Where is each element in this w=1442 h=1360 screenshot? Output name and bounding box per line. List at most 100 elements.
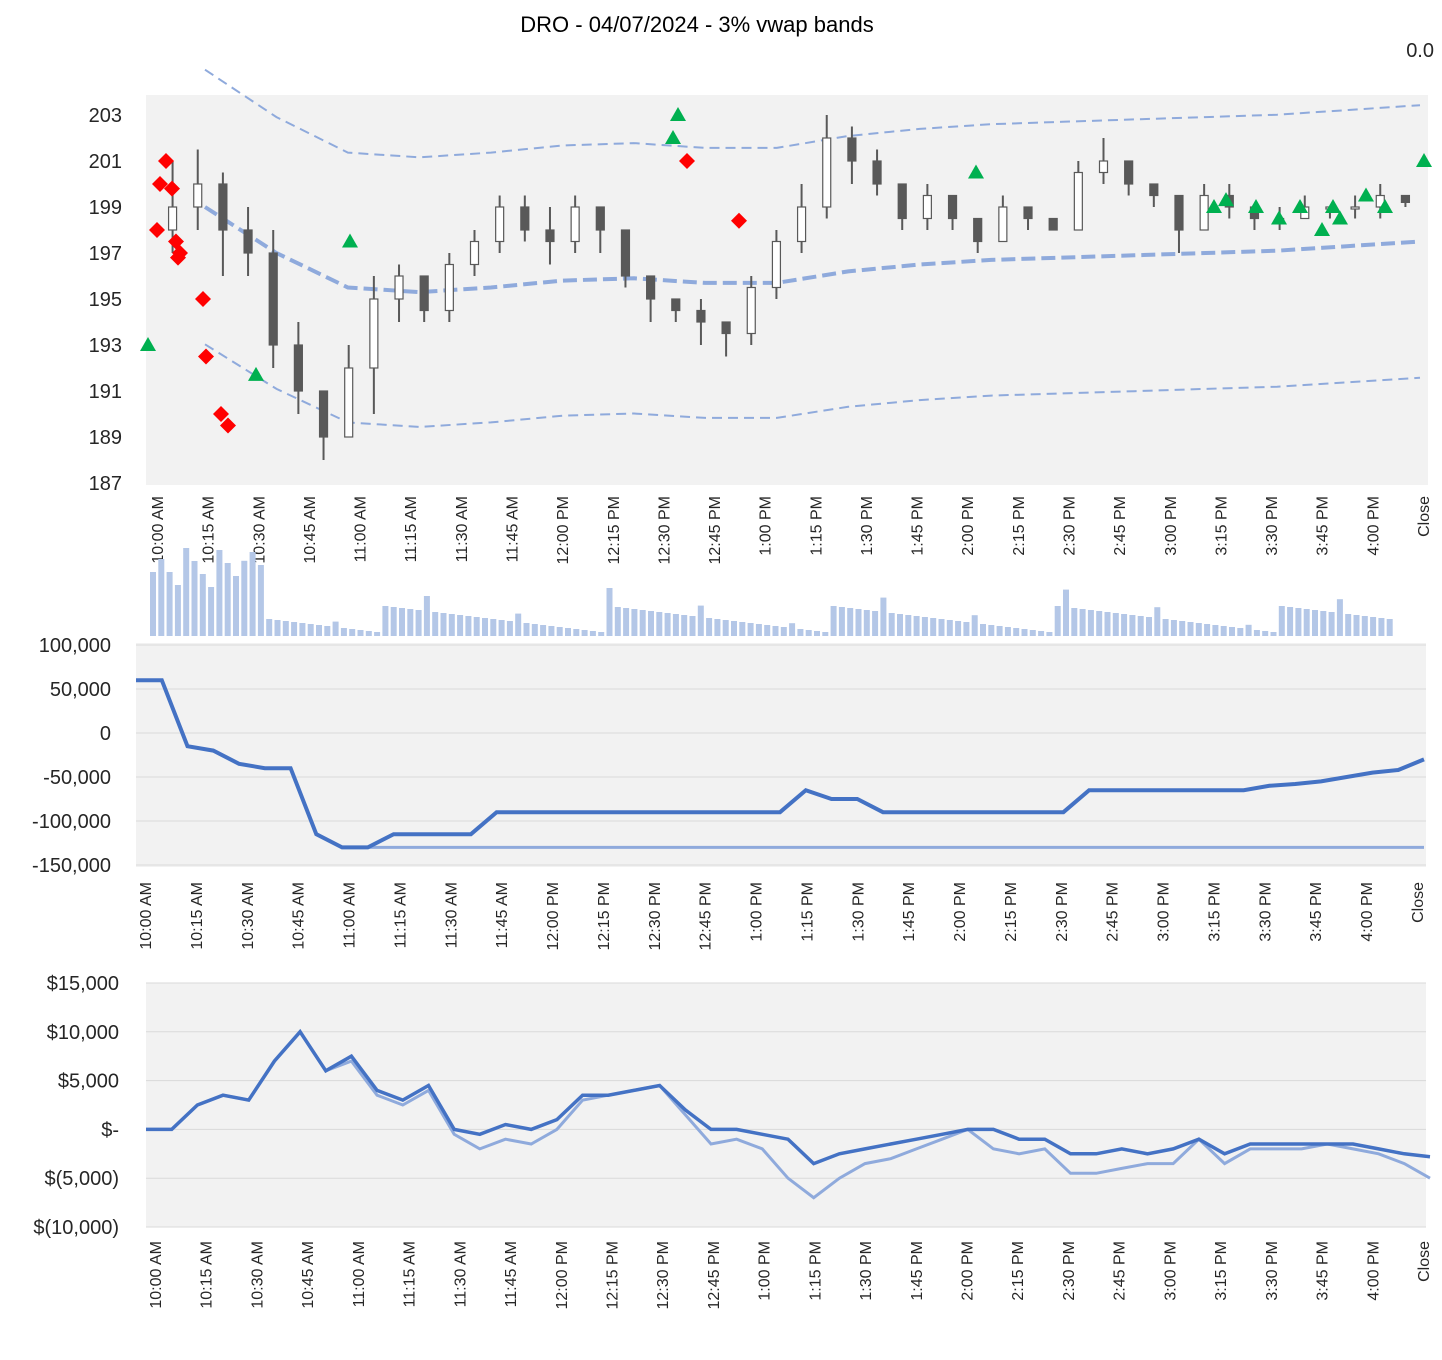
volume-bar — [1021, 629, 1028, 636]
position-x-tick: 12:45 PM — [698, 882, 715, 950]
price-x-tick: 12:30 PM — [656, 496, 673, 564]
price-y-tick: 191 — [89, 381, 122, 403]
pnl-x-tick: 3:00 PM — [1162, 1241, 1179, 1301]
volume-bar — [506, 621, 513, 636]
position-x-tick: 2:30 PM — [1054, 882, 1071, 942]
candle-body — [318, 390, 329, 438]
candle-body — [973, 217, 983, 243]
price-y-tick: 203 — [89, 105, 122, 127]
candle-body — [520, 206, 530, 231]
position-y-tick: 100,000 — [39, 635, 111, 657]
price-y-tick: 187 — [89, 473, 122, 495]
pnl-y-tick: $15,000 — [47, 973, 119, 995]
pnl-x-tick: 10:15 AM — [199, 1241, 216, 1309]
candle-body — [394, 275, 404, 300]
price-y-tick: 189 — [89, 427, 122, 449]
position-plot-area — [136, 643, 1426, 867]
volume-bar — [1104, 612, 1111, 636]
price-x-tick: 12:45 PM — [707, 496, 724, 564]
volume-bar — [158, 559, 165, 636]
candle-body — [1124, 160, 1134, 185]
volume-bar — [1071, 608, 1078, 636]
candle-body — [696, 309, 706, 323]
volume-bar — [830, 606, 837, 636]
price-x-tick: 10:00 AM — [150, 496, 167, 564]
pnl-x-tick: 1:15 PM — [807, 1241, 824, 1301]
candle-body — [595, 206, 605, 231]
candle-body — [570, 206, 580, 243]
volume-bar — [731, 621, 737, 636]
volume-bar — [1270, 632, 1277, 636]
pnl-y-tick: $(10,000) — [33, 1217, 119, 1239]
pnl-line — [146, 1028, 1431, 1166]
volume-bar — [1278, 606, 1285, 636]
price-x-tick: 1:45 PM — [910, 496, 927, 556]
price-x-tick: 10:30 AM — [251, 496, 268, 564]
position-x-tick: 12:15 PM — [596, 882, 613, 950]
volume-bar — [1253, 630, 1260, 636]
candle-body — [1400, 194, 1411, 204]
candle-body — [268, 252, 278, 346]
pnl-y-tick: $- — [101, 1119, 119, 1141]
volume-bar — [482, 618, 488, 636]
position-x-tick: 10:15 AM — [189, 882, 206, 950]
volume-bar — [1038, 631, 1045, 636]
volume-bar — [755, 624, 762, 636]
volume-bar — [689, 616, 696, 636]
position-x-tick: 11:45 AM — [494, 882, 511, 948]
position-x-tick: 12:00 PM — [545, 882, 562, 950]
volume-bar — [639, 610, 646, 636]
volume-bar — [847, 608, 854, 636]
price-x-tick: 1:00 PM — [758, 496, 775, 556]
volume-bar — [1229, 627, 1235, 636]
volume-bar — [938, 619, 945, 636]
volume-bar — [457, 615, 464, 636]
candle-body — [922, 194, 932, 220]
volume-bar — [531, 624, 538, 636]
volume-bar — [183, 548, 190, 636]
volume-bar — [921, 617, 928, 636]
buy-marker — [968, 164, 984, 179]
sell-marker — [198, 348, 214, 365]
position-x-tick: 4:00 PM — [1359, 882, 1376, 942]
buy-marker — [248, 366, 264, 381]
volume-bar — [897, 614, 903, 636]
price-x-tick: 2:00 PM — [960, 496, 977, 556]
pnl-grid — [146, 982, 1426, 1228]
candle-body — [872, 160, 882, 185]
sell-marker — [220, 417, 236, 434]
candle-body — [796, 206, 807, 243]
candle-body — [545, 229, 555, 243]
price-y-tick: 193 — [89, 335, 122, 357]
price-x-tick: 2:30 PM — [1062, 496, 1079, 556]
volume-bar — [614, 607, 621, 636]
volume-bar — [1295, 608, 1302, 636]
pnl-x-tick: 12:45 PM — [706, 1241, 723, 1309]
volume-bar — [448, 614, 455, 636]
candle-body — [1098, 160, 1109, 174]
volume-bar — [913, 616, 920, 636]
volume-bar — [216, 550, 223, 636]
volume-bar — [573, 629, 580, 636]
pnl-plot-area — [146, 983, 1426, 1227]
volume-bar — [714, 619, 721, 636]
volume-bars — [150, 548, 1393, 636]
volume-bar — [1146, 617, 1152, 636]
volume-bar — [365, 631, 372, 636]
pnl-x-tick: 12:30 PM — [655, 1241, 672, 1309]
volume-bar — [681, 615, 688, 636]
position-x-tick: 3:00 PM — [1156, 882, 1173, 942]
volume-bar — [623, 608, 630, 636]
price-x-tick: 12:15 PM — [606, 496, 623, 564]
price-y-tick: 197 — [89, 243, 122, 265]
position-x-tick: 2:45 PM — [1105, 882, 1122, 942]
position-x-tick: 3:45 PM — [1308, 882, 1325, 942]
candle-body — [344, 367, 354, 438]
candle-body — [1023, 206, 1033, 220]
pnl-x-tick: 2:45 PM — [1112, 1241, 1129, 1301]
position-x-tick: 2:15 PM — [1003, 882, 1020, 942]
volume-bar — [1162, 619, 1169, 636]
chart-title: DRO - 04/07/2024 - 3% vwap bands — [520, 12, 873, 37]
volume-bar — [1345, 614, 1352, 636]
position-x-tick: Close — [1410, 882, 1427, 923]
